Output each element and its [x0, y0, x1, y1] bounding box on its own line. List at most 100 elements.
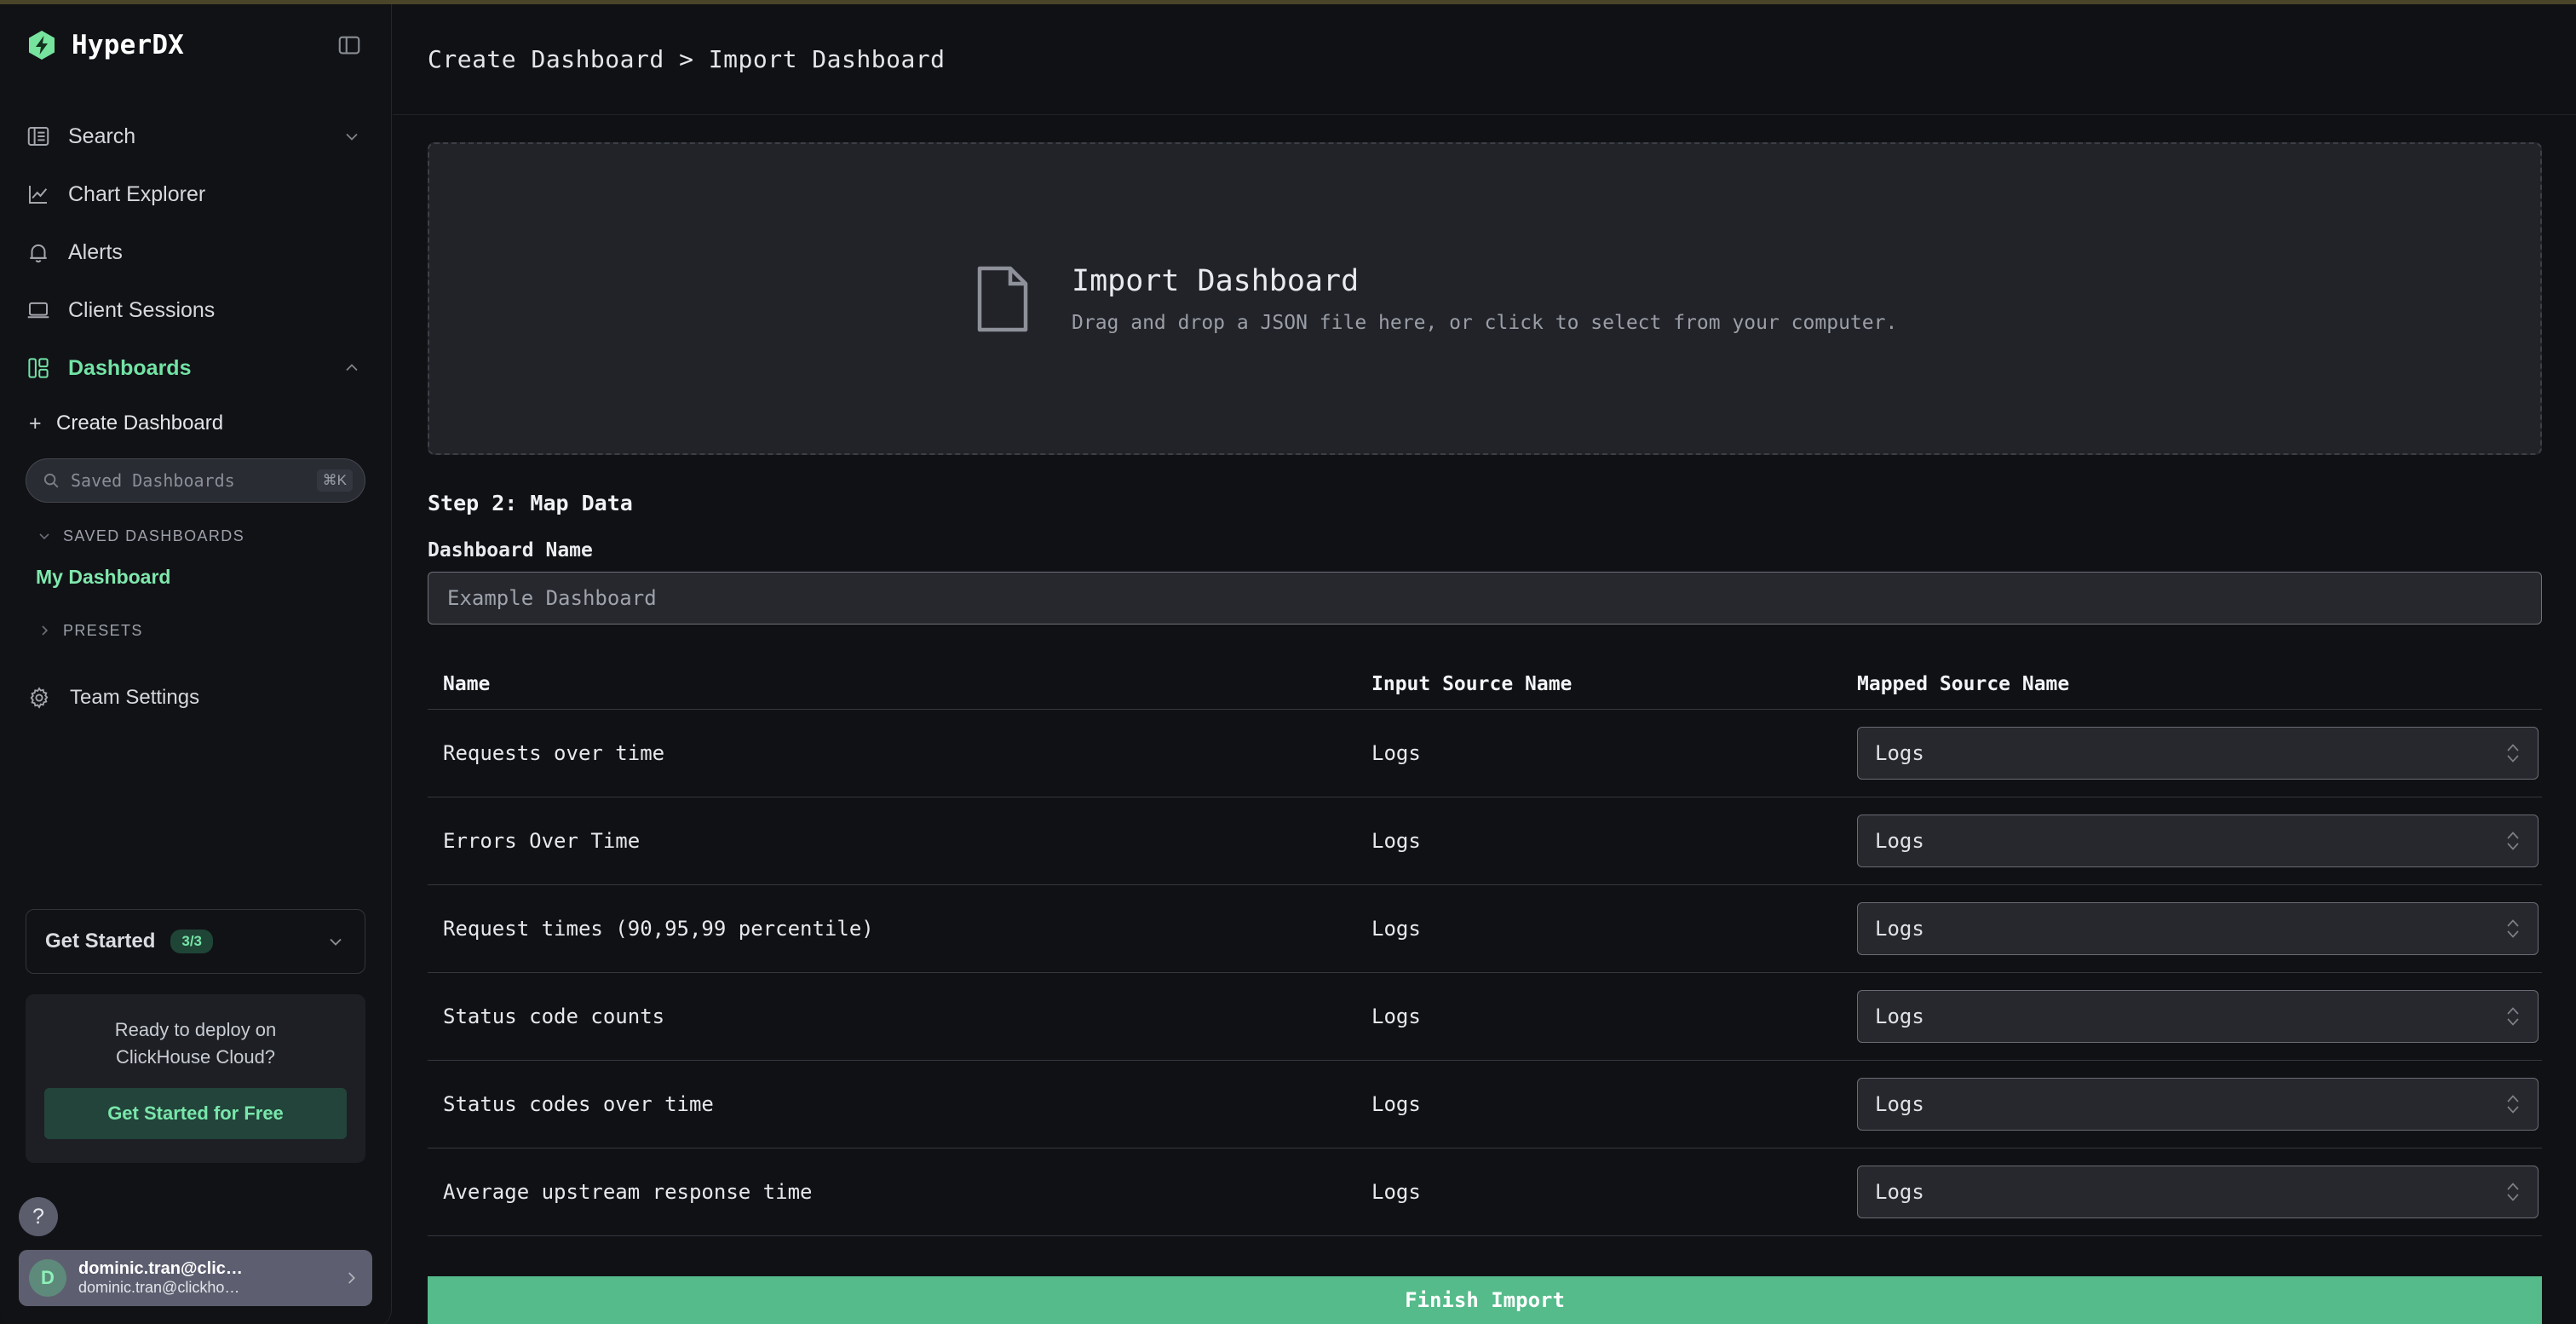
table-row: Status code counts Logs Logs	[428, 973, 2542, 1061]
promo-line-1: Ready to deploy on	[114, 1019, 277, 1041]
source-mapping-table: Name Input Source Name Mapped Source Nam…	[428, 659, 2542, 1236]
user-profile-bar[interactable]: D dominic.tran@clic… dominic.tran@clickh…	[19, 1250, 372, 1306]
sidebar-spacer	[0, 725, 391, 909]
row-name: Errors Over Time	[443, 829, 641, 853]
dashboard-name-input[interactable]	[428, 572, 2542, 625]
primary-nav: Search Chart Explorer	[0, 107, 391, 397]
avatar: D	[29, 1259, 66, 1297]
chevron-updown-icon[interactable]	[2505, 1002, 2521, 1031]
table-row: Status codes over time Logs Logs	[428, 1061, 2542, 1148]
brand-row: HyperDX	[0, 4, 391, 85]
sidebar-item-label: Alerts	[68, 239, 123, 264]
finish-import-button[interactable]: Finish Import	[428, 1276, 2542, 1324]
mapped-source-select-wrap: Logs	[1857, 1166, 2539, 1218]
chevron-right-icon	[342, 1269, 360, 1287]
row-input-source: Logs	[1371, 1005, 1421, 1028]
row-input-source: Logs	[1371, 1180, 1421, 1204]
table-header-row: Name Input Source Name Mapped Source Nam…	[428, 659, 2542, 710]
chevron-updown-icon[interactable]	[2505, 1090, 2521, 1119]
mapped-source-select[interactable]: Logs	[1857, 1166, 2539, 1218]
sidebar-item-team-settings[interactable]: Team Settings	[26, 671, 365, 725]
row-mapped-source-cell: Logs	[1842, 727, 2542, 780]
chevron-down-icon	[36, 527, 53, 544]
sidebar-item-label: Dashboards	[68, 355, 192, 380]
sidebar-item-label: Chart Explorer	[68, 181, 206, 206]
main-content: Create Dashboard > Import Dashboard Impo…	[393, 4, 2576, 1324]
mapped-source-value: Logs	[1875, 741, 1924, 765]
sidebar-item-my-dashboard[interactable]: My Dashboard	[36, 566, 171, 588]
laptop-icon	[26, 297, 51, 323]
get-started-progress-badge: 3/3	[170, 930, 214, 954]
dashboard-grid-icon	[26, 355, 51, 381]
row-input-source: Logs	[1371, 917, 1421, 941]
group-label: PRESETS	[63, 621, 143, 639]
profile-texts: dominic.tran@clic… dominic.tran@clickho…	[78, 1259, 342, 1297]
sidebar-item-chart-explorer[interactable]: Chart Explorer	[0, 165, 391, 223]
sidebar-item-search[interactable]: Search	[0, 107, 391, 165]
row-mapped-source-cell: Logs	[1842, 1166, 2542, 1218]
mapped-source-select-wrap: Logs	[1857, 902, 2539, 955]
row-mapped-source-cell: Logs	[1842, 990, 2542, 1043]
brand-name: HyperDX	[72, 29, 185, 60]
column-header-input-source: Input Source Name	[1371, 672, 1573, 695]
sidebar-item-alerts[interactable]: Alerts	[0, 223, 391, 281]
file-document-icon	[975, 263, 1031, 335]
breadcrumb: Create Dashboard > Import Dashboard	[393, 4, 2576, 115]
mapped-source-select-wrap: Logs	[1857, 815, 2539, 867]
dropzone-subtitle: Drag and drop a JSON file here, or click…	[1072, 311, 1898, 334]
content-area: Import Dashboard Drag and drop a JSON fi…	[393, 115, 2576, 1236]
table-row: Errors Over Time Logs Logs	[428, 797, 2542, 885]
table-row: Request times (90,95,99 percentile) Logs…	[428, 885, 2542, 973]
search-placeholder: Saved Dashboards	[71, 470, 235, 491]
mapped-source-value: Logs	[1875, 829, 1924, 853]
search-shortcut-badge: ⌘K	[316, 469, 353, 492]
chevron-updown-icon[interactable]	[2505, 739, 2521, 768]
help-button[interactable]: ?	[19, 1197, 58, 1236]
group-label: SAVED DASHBOARDS	[63, 527, 245, 544]
import-dropzone[interactable]: Import Dashboard Drag and drop a JSON fi…	[428, 142, 2542, 455]
mapped-source-select-wrap: Logs	[1857, 1078, 2539, 1131]
mapped-source-select[interactable]: Logs	[1857, 727, 2539, 780]
chevron-up-icon[interactable]	[342, 358, 362, 378]
saved-dashboards-search-input[interactable]: Saved Dashboards ⌘K	[26, 458, 365, 503]
create-dashboard-label: Create Dashboard	[56, 412, 224, 435]
mapped-source-select-wrap: Logs	[1857, 727, 2539, 780]
line-chart-icon	[26, 181, 51, 207]
row-input-source: Logs	[1371, 829, 1421, 853]
dropzone-texts: Import Dashboard Drag and drop a JSON fi…	[1072, 264, 1897, 334]
column-header-mapped-source: Mapped Source Name	[1857, 672, 2070, 695]
mapped-source-select[interactable]: Logs	[1857, 990, 2539, 1043]
row-name: Status code counts	[443, 1005, 665, 1028]
row-mapped-source-cell: Logs	[1842, 902, 2542, 955]
sidebar-item-client-sessions[interactable]: Client Sessions	[0, 281, 391, 339]
mapped-source-select[interactable]: Logs	[1857, 1078, 2539, 1131]
saved-dashboards-group-header[interactable]: SAVED DASHBOARDS	[26, 515, 365, 557]
sidebar-item-label: Team Settings	[70, 686, 200, 709]
row-name: Requests over time	[443, 741, 665, 765]
panel-collapse-icon[interactable]	[336, 32, 362, 58]
get-started-collapsible[interactable]: Get Started 3/3	[26, 909, 365, 975]
list-panel-icon	[26, 124, 51, 149]
table-row: Requests over time Logs Logs	[428, 710, 2542, 797]
row-name: Status codes over time	[443, 1092, 714, 1116]
mapped-source-select[interactable]: Logs	[1857, 815, 2539, 867]
dashboard-name-label: Dashboard Name	[428, 539, 593, 561]
table-row: Average upstream response time Logs Logs	[428, 1148, 2542, 1236]
promo-line-2: ClickHouse Cloud?	[115, 1046, 276, 1068]
chevron-down-icon[interactable]	[342, 126, 362, 147]
mapped-source-select[interactable]: Logs	[1857, 902, 2539, 955]
presets-group-header[interactable]: PRESETS	[26, 609, 365, 652]
create-dashboard-button[interactable]: + Create Dashboard	[26, 397, 365, 450]
sidebar-item-label: Client Sessions	[68, 297, 216, 322]
row-name: Request times (90,95,99 percentile)	[443, 917, 874, 941]
get-started-for-free-button[interactable]: Get Started for Free	[44, 1088, 347, 1139]
chevron-updown-icon[interactable]	[2505, 826, 2521, 855]
plus-icon: +	[29, 411, 42, 435]
chevron-updown-icon[interactable]	[2505, 914, 2521, 943]
dashboards-subsection: + Create Dashboard Saved Dashboards ⌘K	[0, 397, 391, 725]
chevron-down-icon[interactable]	[325, 931, 346, 952]
chevron-updown-icon[interactable]	[2505, 1177, 2521, 1206]
profile-name: dominic.tran@clic…	[78, 1259, 243, 1278]
sidebar-item-dashboards[interactable]: Dashboards	[0, 339, 391, 397]
